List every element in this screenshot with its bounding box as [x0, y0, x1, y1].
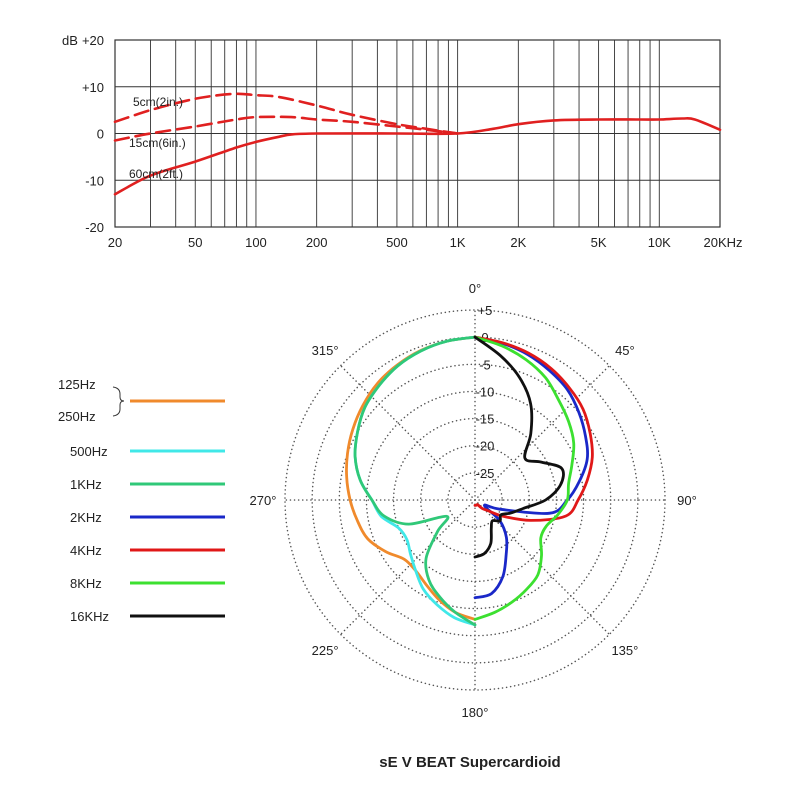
- x-tick-label: 200: [306, 235, 328, 250]
- x-tick-label: 20KHz: [703, 235, 742, 250]
- x-tick-label: 1K: [450, 235, 466, 250]
- x-tick-label: 500: [386, 235, 408, 250]
- legend-label: 1KHz: [70, 477, 102, 492]
- angle-label: 135°: [611, 643, 638, 658]
- x-tick-label: 10K: [648, 235, 671, 250]
- angle-label: 0°: [469, 281, 481, 296]
- y-tick-label: -20: [85, 220, 104, 235]
- angle-label: 270°: [250, 493, 277, 508]
- polar-legend: 125Hz 250Hz 500Hz 1KHz 2KHz 4KHz 8KHz 16KHz: [58, 377, 225, 624]
- legend-label: 8KHz: [70, 576, 102, 591]
- curve-annotation: 15cm(6in.): [129, 136, 186, 150]
- polar-curve-1khz: [353, 335, 477, 627]
- angle-label: 90°: [677, 493, 697, 508]
- x-tick-label: 100: [245, 235, 267, 250]
- x-tick-label: 2K: [510, 235, 526, 250]
- y-tick-label: 0: [97, 127, 104, 142]
- polar-grid: [284, 309, 666, 691]
- polar-curve-4khz: [473, 335, 594, 522]
- angle-label: 225°: [312, 643, 339, 658]
- angle-label: 180°: [462, 705, 489, 720]
- r-tick-label: -20: [476, 439, 495, 454]
- polar-ring: [447, 472, 503, 528]
- polar-pattern-chart: +50-5-10-15-20-250°45°90°135°180°225°270…: [58, 281, 697, 771]
- legend-label: 16KHz: [70, 609, 109, 624]
- polar-series: [345, 335, 594, 627]
- polar-spoke: [339, 364, 476, 501]
- r-tick-label: -25: [476, 466, 495, 481]
- r-tick-label: -5: [479, 357, 491, 372]
- legend-label: 500Hz: [70, 444, 108, 459]
- frequency-response-series: [113, 92, 722, 196]
- polar-ticks: +50-5-10-15-20-250°45°90°135°180°225°270…: [250, 281, 697, 720]
- angle-label: 45°: [615, 343, 635, 358]
- r-tick-label: -10: [476, 384, 495, 399]
- x-tick-label: 50: [188, 235, 202, 250]
- y-tick-label: +20: [82, 33, 104, 48]
- legend-label: 250Hz: [58, 409, 96, 424]
- frequency-response-annotations: 5cm(2in.) 15cm(6in.) 60cm(2ft.): [129, 95, 186, 181]
- legend-brace: [112, 386, 125, 417]
- polar-ring: [365, 390, 585, 610]
- angle-label: 315°: [312, 343, 339, 358]
- frequency-response-chart: +20 +10 0 -10 -20 dB 20 50 100 200 500 1K 2K 5K 10K 20K…: [62, 33, 743, 250]
- series-line-60cm-2ft: [113, 116, 722, 196]
- x-tick-label: 20: [108, 235, 122, 250]
- curve-annotation: 5cm(2in.): [133, 95, 183, 109]
- legend-label: 2KHz: [70, 510, 102, 525]
- y-tick-label: +10: [82, 80, 104, 95]
- polar-ring: [284, 309, 666, 691]
- legend-label: 125Hz: [58, 377, 96, 392]
- legend-label: 4KHz: [70, 543, 102, 558]
- polar-spoke: [474, 499, 611, 636]
- polar-curve-16khz: [473, 335, 565, 559]
- polar-ring: [419, 444, 531, 556]
- x-tick-label: 5K: [591, 235, 607, 250]
- chart-title: sE V BEAT Supercardioid: [379, 754, 560, 771]
- polar-curve-500hz: [353, 335, 477, 627]
- polar-curve-8khz: [473, 335, 576, 621]
- y-tick-label: -10: [85, 173, 104, 188]
- r-tick-label: +5: [478, 303, 493, 318]
- r-tick-label: -15: [476, 412, 495, 427]
- polar-spoke: [339, 499, 476, 636]
- series-line-5cm-2in: [113, 92, 459, 135]
- curve-annotation: 60cm(2ft.): [129, 167, 183, 181]
- frequency-response-ticks: +20 +10 0 -10 -20 dB 20 50 100 200 500 1K 2K 5K 10K 20K…: [62, 33, 743, 250]
- polar-spoke: [474, 364, 611, 501]
- y-axis-label: dB: [62, 33, 78, 48]
- series-line-15cm-6in: [113, 115, 459, 142]
